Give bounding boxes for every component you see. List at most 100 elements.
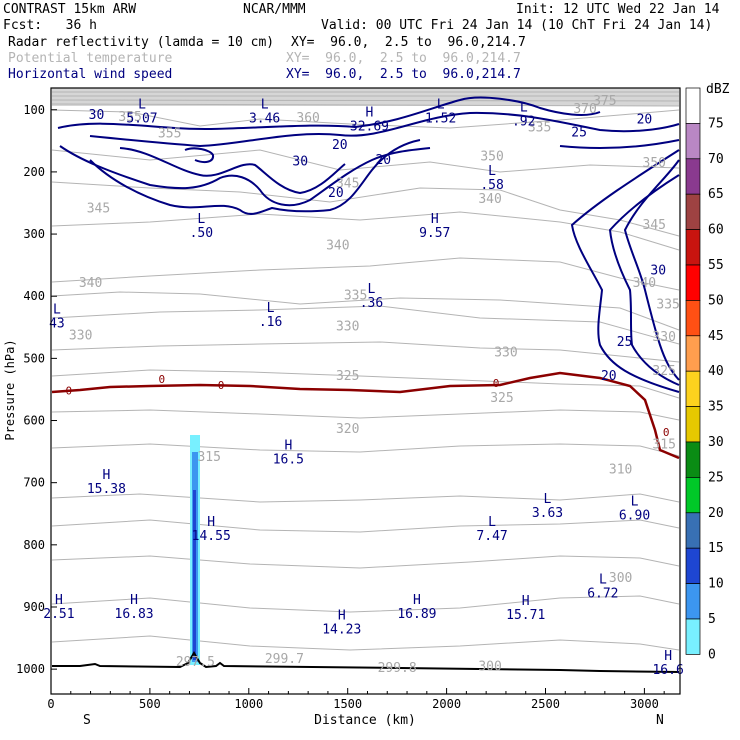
theta-contour-label: 330 [652, 330, 675, 345]
extremum-value: 6.72 [587, 586, 618, 601]
theta-contour-label: 315 [652, 437, 675, 452]
extremum-value: 32.69 [350, 120, 389, 135]
x-tick-label: 0 [47, 697, 54, 711]
wind-contour-label: 30 [650, 263, 666, 278]
colorbar-swatch [685, 229, 701, 266]
x-tick-label: 500 [139, 697, 161, 711]
extremum-marker: H [338, 608, 346, 623]
theta-contour-label: 370 [573, 102, 596, 117]
axes-layer: 0 500 1000 1500 2000 2500 30001002003004005006… [16, 103, 665, 711]
x-tick-label: 2500 [531, 697, 560, 711]
theta-contour-label: 299.7 [265, 652, 304, 667]
y-tick-label: 900 [23, 600, 45, 614]
x-tick-label: 1000 [234, 697, 263, 711]
extremum-value: 14.55 [192, 529, 231, 544]
colorbar-level-label: 45 [708, 329, 724, 344]
theta-contour-label: 350 [480, 150, 503, 165]
terrain-line [52, 651, 680, 673]
extremum-marker: H [207, 515, 215, 530]
field-xy-theta: XY= 96.0, 2.5 to 96.0,214.7 [286, 51, 521, 66]
theta-contour-label: 340 [79, 276, 102, 291]
wind-contour-label: 20 [375, 153, 391, 168]
freezing-level-label: 0 [218, 379, 225, 392]
theta-contour-label: 325 [652, 364, 675, 379]
theta-contour-label: 330 [336, 319, 359, 334]
field-name-theta: Potential temperature [8, 51, 173, 66]
theta-contour-355 [51, 109, 680, 129]
theta-contour-label: 299.8 [378, 661, 417, 676]
wind-contour-label: 20 [328, 186, 344, 201]
header-init: Init: 12 UTC Wed 22 Jan 14 [516, 2, 720, 17]
extremum-marker: L [488, 164, 496, 179]
colorbar-level-label: 55 [708, 258, 724, 273]
theta-contour-dense-4 [51, 103, 680, 107]
theta-contour-340a [51, 257, 680, 291]
theta-contour-label: 345 [87, 201, 110, 216]
theta-contour-label: 330 [69, 329, 92, 344]
colorbar-level-label: 65 [708, 187, 724, 202]
extremum-marker: H [413, 593, 421, 608]
colorbar-swatch [685, 441, 701, 478]
extremum-marker: L [368, 282, 376, 297]
y-tick-label: 200 [23, 165, 45, 179]
x-tick-label: 1500 [333, 697, 362, 711]
colorbar-level-label: 50 [708, 293, 724, 308]
extremum-marker: H [130, 593, 138, 608]
colorbar-swatch [685, 87, 701, 124]
theta-contour-335 [51, 305, 680, 345]
header-valid: Valid: 00 UTC Fri 24 Jan 14 (10 ChT Fri … [321, 18, 713, 33]
extremum-marker: L [599, 572, 607, 587]
colorbar-level-label: 35 [708, 400, 724, 415]
wind-contour-label: 30 [292, 155, 308, 170]
extremum-marker: H [55, 593, 63, 608]
extremum-value: .16 [259, 315, 282, 330]
colorbar-swatch [685, 547, 701, 584]
extremum-marker: L [261, 98, 269, 113]
extremum-value: 16.6 [652, 663, 683, 678]
theta-contour-label: 355 [118, 110, 141, 125]
y-tick-label: 100 [23, 103, 45, 117]
theta-contour-label: 330 [494, 346, 517, 361]
extremum-value: 16.5 [273, 453, 304, 468]
theta-contour-label: 345 [643, 218, 666, 233]
extremum-marker: H [431, 212, 439, 227]
colorbar-swatch [685, 300, 701, 337]
theta-contour-label: 335 [344, 288, 367, 303]
colorbar-swatch [685, 158, 701, 195]
colorbar-swatch [685, 193, 701, 230]
colorbar-swatch [685, 370, 701, 407]
freezing-level-label: 0 [663, 426, 670, 439]
colorbar-swatch [685, 406, 701, 443]
theta-contour-label: 335 [528, 121, 551, 136]
extremum-value: 16.89 [397, 607, 436, 622]
extremum-value: 15.38 [87, 482, 126, 497]
theta-contour-310a [51, 493, 680, 503]
extremum-marker: H [664, 649, 672, 664]
field-name-wind: Horizontal wind speed [8, 67, 173, 82]
theta-contour-315 [51, 443, 680, 457]
field-name-reflectivity: Radar reflectivity (lamda = 10 cm) [8, 35, 275, 50]
colorbar-level-label: 60 [708, 223, 724, 238]
theta-contour-305 [51, 555, 680, 569]
extremum-value: .58 [480, 178, 503, 193]
wind-contour-label: 20 [332, 138, 348, 153]
y-tick-label: 400 [23, 289, 45, 303]
extremum-value: 15.71 [506, 608, 545, 623]
theta-contour-label: 325 [490, 391, 513, 406]
x-tick-label: 3000 [630, 697, 659, 711]
extremum-marker: H [366, 106, 374, 121]
x-axis-label-south: S [83, 713, 91, 728]
wind-contour-north-20 [570, 149, 680, 393]
theta-contour-label: 345 [336, 176, 359, 191]
wind-contour-label: 20 [637, 112, 653, 127]
extremum-value: 9.57 [419, 226, 450, 241]
extremum-marker: L [437, 98, 445, 113]
field-xy-reflectivity: XY= 96.0, 2.5 to 96.0,214.7 [291, 35, 526, 50]
colorbar-swatch [685, 123, 701, 160]
wind-contour-label: 20 [601, 369, 617, 384]
theta-contour-label: 340 [326, 239, 349, 254]
theta-contour-label: 355 [158, 127, 181, 142]
y-tick-label: 800 [23, 538, 45, 552]
extremum-value: .36 [360, 296, 383, 311]
